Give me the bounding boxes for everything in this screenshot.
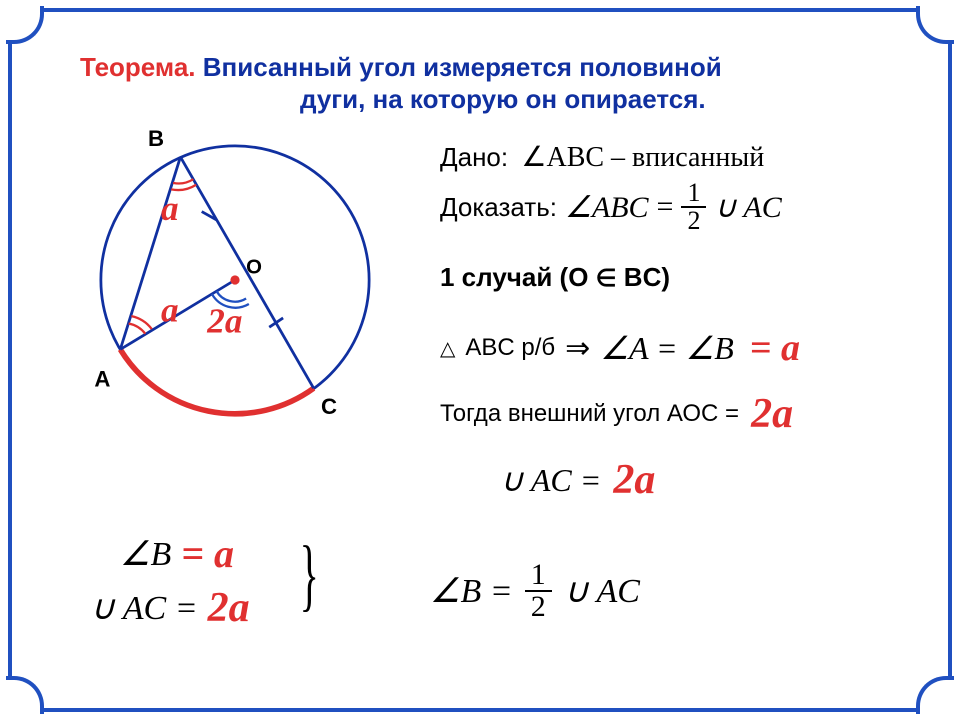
svg-text:A: A [94,366,110,391]
implies: ⇒ [565,331,590,366]
given-label: Дано: [440,142,508,172]
theorem-heading: Теорема. Вписанный угол измеряется полов… [80,52,722,83]
proof-step-2: Тогда внешний угол АОС = 2a [440,390,793,438]
angle-b: ∠B [120,534,171,574]
proof-step-1: △ ABC р/б ⇒ ∠A = ∠B = a [440,326,800,370]
conclusion-rhs: ∪ AC [564,571,640,611]
proof-step-3: ∪ AC = 2a [500,456,655,504]
step1-eq: ∠A = ∠B [600,329,733,367]
svg-text:2a: 2a [206,302,242,341]
conclusion: ∠B = 12 ∪ AC [430,560,640,622]
element-symbol: ∈ [596,266,617,292]
prove-angle: ∠ABC [565,190,649,225]
summary-line-2: ∪ AC = 2a [90,584,250,632]
step3-result: 2a [613,456,655,504]
prove-label: Доказать: [440,192,557,223]
svg-text:O: O [246,257,262,279]
summary-line-1: ∠B = a [120,530,234,577]
brace: } [300,530,319,621]
angle-symbol: ∠ [521,142,546,173]
fraction-half-2: 12 [525,560,552,622]
conclusion-lhs: ∠B = [430,571,513,611]
svg-text:a: a [161,189,179,228]
theorem-label: Теорема. [80,52,196,82]
arc-ac-3: ∪ AC = [90,588,198,628]
prove-line: Доказать: ∠ABC = 12 ∪ AC [440,180,782,234]
case-label: 1 случай (О [440,262,588,292]
triangle-symbol: △ [440,336,455,361]
arc-ac-2: ∪ AC = [500,461,601,499]
given-text: ABC – вписанный [546,142,764,173]
svg-text:a: a [161,291,179,330]
svg-text:B: B [148,126,164,151]
step1-left: ABC р/б [465,334,555,362]
equals-1: = [657,190,674,224]
case-rest: BC) [624,262,670,292]
summary-2a: 2a [208,584,250,632]
given-line: Дано: ∠ABC – вписанный [440,140,764,174]
theorem-text-1: Вписанный угол измеряется половиной [196,52,722,82]
svg-text:C: C [321,394,337,419]
step2-result: 2a [751,390,793,438]
step1-result: = a [750,326,800,370]
summary-a: = a [181,530,234,577]
step2-label: Тогда внешний угол АОС = [440,400,739,428]
geometry-diagram: B A C O a a 2a [50,110,420,450]
fraction-half-1: 12 [681,180,706,234]
case-1: 1 случай (О ∈ BC) [440,262,670,293]
arc-ac-1: ∪ AC [714,190,781,225]
